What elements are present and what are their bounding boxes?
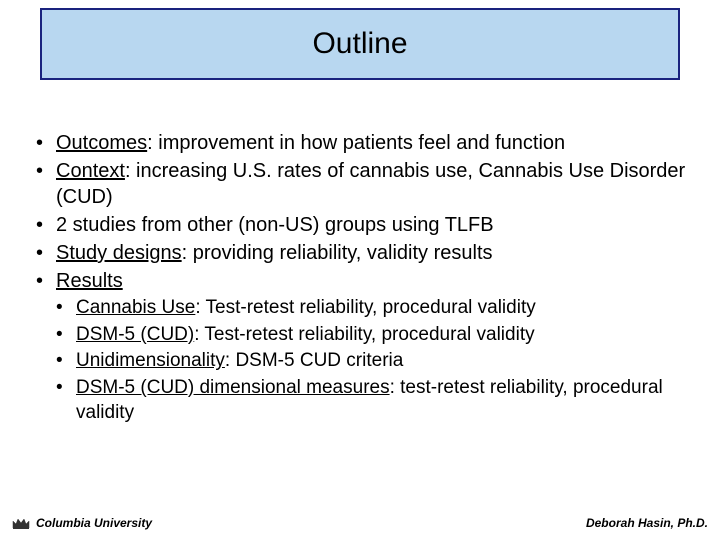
bullet-lead: Results: [56, 270, 123, 292]
bullet-item: Outcomes: improvement in how patients fe…: [30, 130, 700, 156]
bullet-lead: Study designs: [56, 242, 182, 264]
slide-title: Outline: [312, 27, 407, 61]
bullet-lead: Context: [56, 160, 125, 182]
sub-bullet-rest: : Test-retest reliability, procedural va…: [195, 297, 535, 318]
sub-bullet-lead: Cannabis Use: [76, 297, 195, 318]
sub-bullet-item: Unidimensionality: DSM-5 CUD criteria: [50, 349, 700, 374]
sub-bullet-lead: DSM-5 (CUD): [76, 324, 194, 345]
sub-bullet-lead: Unidimensionality: [76, 350, 225, 371]
bullet-rest: : improvement in how patients feel and f…: [147, 132, 565, 154]
bullet-item: Context: increasing U.S. rates of cannab…: [30, 158, 700, 210]
bullet-item: Results: [30, 268, 700, 294]
sub-bullet-rest: : Test-retest reliability, procedural va…: [194, 324, 534, 345]
bullet-rest: : increasing U.S. rates of cannabis use,…: [56, 160, 685, 208]
sub-bullet-lead: DSM-5 (CUD) dimensional measures: [76, 377, 390, 398]
sub-bullet-item: Cannabis Use: Test-retest reliability, p…: [50, 296, 700, 321]
bullet-rest: : providing reliability, validity result…: [182, 242, 493, 264]
footer-left: Columbia University: [12, 516, 152, 530]
sub-bullet-item: DSM-5 (CUD) dimensional measures: test-r…: [50, 376, 700, 425]
sub-bullet-list: Cannabis Use: Test-retest reliability, p…: [50, 296, 700, 425]
footer-left-text: Columbia University: [36, 516, 152, 530]
bullet-rest: 2 studies from other (non-US) groups usi…: [56, 214, 494, 236]
bullet-item: Study designs: providing reliability, va…: [30, 240, 700, 266]
crown-icon: [12, 516, 30, 530]
content-area: Outcomes: improvement in how patients fe…: [30, 130, 700, 427]
bullet-lead: Outcomes: [56, 132, 147, 154]
sub-bullet-rest: : DSM-5 CUD criteria: [225, 350, 403, 371]
main-bullet-list: Outcomes: improvement in how patients fe…: [30, 130, 700, 294]
footer: Columbia University Deborah Hasin, Ph.D.: [12, 516, 708, 530]
sub-bullet-item: DSM-5 (CUD): Test-retest reliability, pr…: [50, 323, 700, 348]
bullet-item: 2 studies from other (non-US) groups usi…: [30, 212, 700, 238]
title-box: Outline: [40, 8, 680, 80]
footer-right-text: Deborah Hasin, Ph.D.: [586, 516, 708, 530]
